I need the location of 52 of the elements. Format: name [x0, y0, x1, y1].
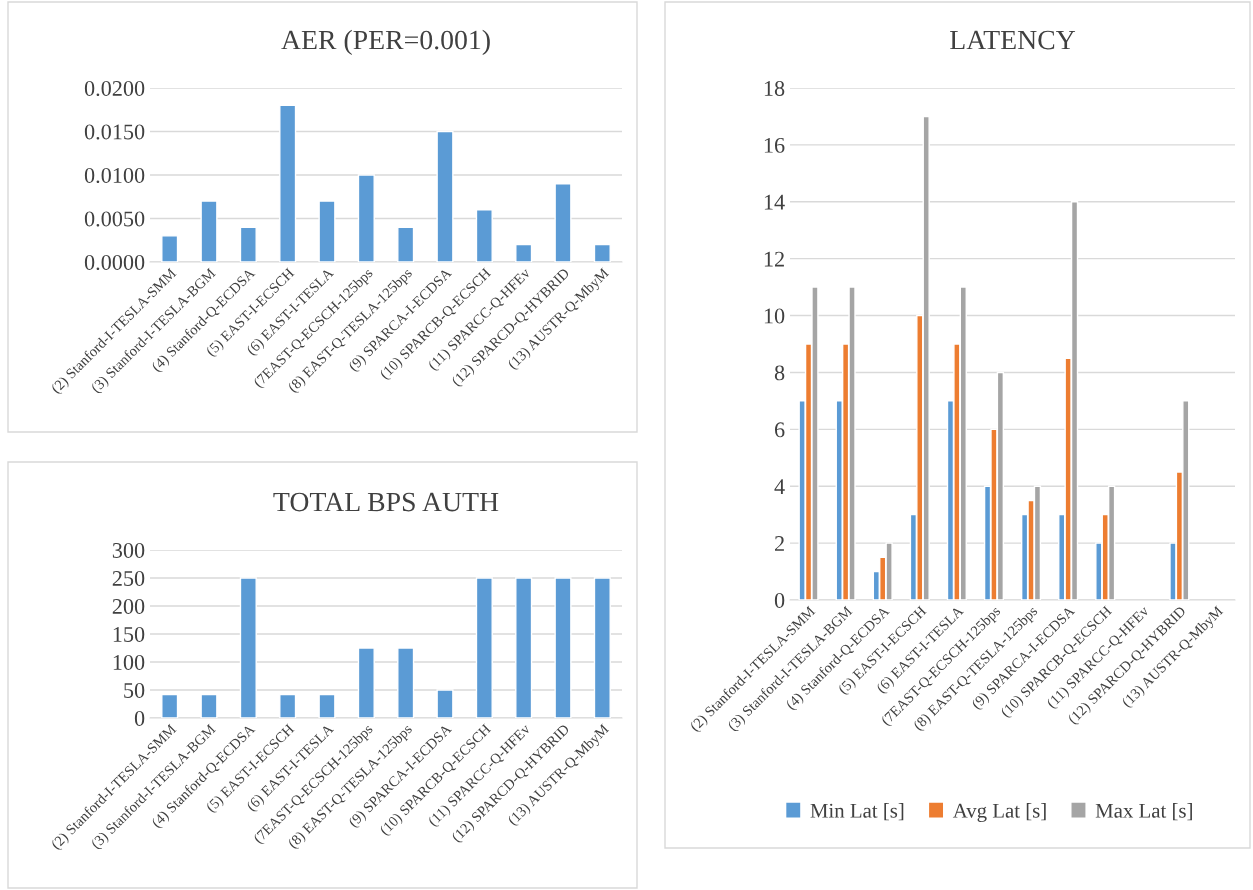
y-tick-label: 6 [774, 422, 785, 438]
legend-label: Min Lat [s] [810, 803, 904, 821]
y-tick-label: 10 [764, 308, 785, 324]
bar [554, 577, 572, 718]
y-tick-label: 14 [764, 194, 785, 210]
y-tick-label: 2 [775, 536, 784, 551]
bar [397, 226, 415, 262]
legend-label: Avg Lat [s] [952, 803, 1046, 823]
y-tick-label: 18 [764, 80, 785, 96]
y-tick-label: 50 [124, 682, 145, 698]
bar [515, 577, 533, 718]
y-tick-label: 0 [134, 710, 145, 726]
bar [200, 693, 218, 718]
bar [279, 693, 297, 718]
bar [436, 130, 454, 262]
bar [318, 200, 336, 262]
bar [239, 577, 257, 718]
bar [475, 209, 493, 262]
y-tick-label: 8 [774, 365, 785, 381]
y-tick-label: 200 [112, 598, 145, 614]
bar [397, 647, 415, 718]
bar [475, 577, 493, 718]
bar [357, 174, 375, 262]
y-tick-label: 150 [113, 626, 145, 642]
y-tick-label: 0.0200 [84, 80, 145, 97]
bar [239, 226, 257, 262]
bar [554, 183, 572, 262]
bar [318, 693, 336, 718]
chart-title: LATENCY [950, 30, 1076, 50]
bar [161, 693, 179, 718]
bar [436, 689, 454, 718]
y-tick-label: 250 [112, 570, 145, 586]
y-tick-label: 0 [774, 592, 785, 608]
chart-title: AER (PER=0.001) [281, 29, 490, 56]
y-tick-label: 12 [764, 251, 784, 267]
legend-label: Max Lat [s] [1095, 803, 1192, 821]
y-tick-label: 100 [113, 654, 145, 670]
bar [515, 243, 533, 262]
bar [279, 104, 297, 262]
y-tick-label: 0.0050 [84, 211, 145, 227]
bar [200, 200, 218, 262]
bar [593, 577, 611, 718]
y-tick-label: 16 [764, 137, 785, 153]
y-tick-label: 300 [112, 542, 145, 558]
bar [593, 243, 611, 262]
bar [161, 235, 179, 262]
bar [357, 647, 375, 718]
chart-title: TOTAL BPS AUTH [273, 492, 499, 512]
y-tick-label: 0.0000 [84, 254, 145, 271]
y-tick-label: 0.0100 [84, 167, 145, 184]
y-tick-label: 0.0150 [84, 124, 145, 140]
y-tick-label: 4 [774, 479, 785, 494]
